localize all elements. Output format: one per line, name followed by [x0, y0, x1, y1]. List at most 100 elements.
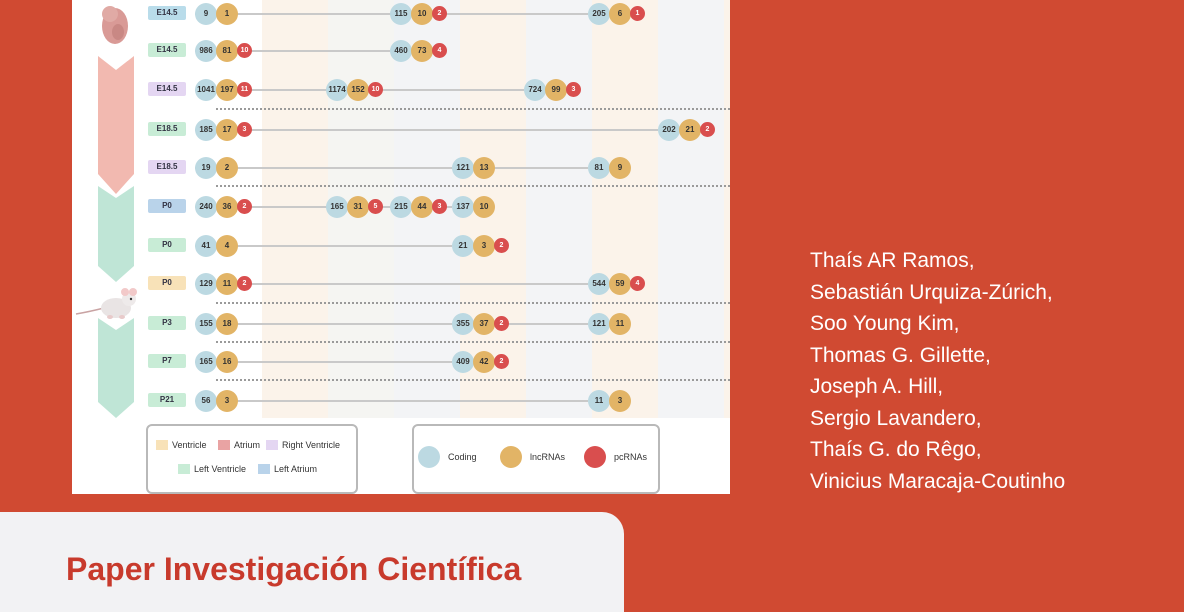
expression-row: P0 41 4 21 3 2	[144, 232, 730, 260]
coding-count: 986	[195, 40, 217, 62]
coding-dot-icon	[418, 446, 440, 468]
legend-atrium: Atrium	[218, 440, 260, 450]
coding-count: 460	[390, 40, 412, 62]
legend-right-ventricle: Right Ventricle	[266, 440, 340, 450]
coding-count: 41	[195, 235, 217, 257]
stage-divider	[216, 108, 730, 110]
pcrna-count: 2	[494, 354, 509, 369]
lncrna-count: 1	[216, 3, 238, 25]
coding-count: 240	[195, 196, 217, 218]
coding-count: 205	[588, 3, 610, 25]
author-name: Thaís G. do Rêgo,	[810, 438, 982, 461]
timeline-line	[195, 361, 452, 363]
legend-label: Atrium	[234, 440, 261, 450]
author-list: Thaís AR Ramos, Sebastián Urquiza-Zúrich…	[810, 245, 1065, 497]
coding-count: 137	[452, 196, 474, 218]
figure-panel: E14.5 9 1 115 10 2 205 6 1 E14.5 986 81 10 460 73 4 E14.…	[72, 0, 730, 494]
column-band	[262, 0, 328, 418]
timeline-line	[195, 167, 588, 169]
pcrna-dot-icon	[584, 446, 606, 468]
lncrna-count: 9	[609, 157, 631, 179]
coding-count: 165	[326, 196, 348, 218]
ventricle-swatch	[156, 440, 168, 450]
lncrna-count: 197	[216, 79, 238, 101]
legend-left-ventricle: Left Ventricle	[178, 464, 246, 474]
lncrna-count: 16	[216, 351, 238, 373]
stage-tag: E14.5	[148, 43, 186, 57]
expression-row: E18.5 19 2 121 13 81 9	[144, 154, 730, 182]
column-band	[724, 0, 730, 418]
lncrna-count: 2	[216, 157, 238, 179]
stage-tag: P0	[148, 238, 186, 252]
lncrna-count: 73	[411, 40, 433, 62]
lncrna-count: 99	[545, 79, 567, 101]
column-band	[526, 0, 592, 418]
expression-row: E18.5 185 17 3 202 21 2	[144, 116, 730, 144]
coding-count: 19	[195, 157, 217, 179]
timeline-line	[195, 283, 588, 285]
lncrna-count: 3	[473, 235, 495, 257]
pcrna-count: 2	[700, 122, 715, 137]
author-name: Sebastián Urquiza-Zúrich,	[810, 280, 1053, 304]
legend-lncrnas: lncRNAs	[500, 446, 565, 468]
coding-count: 355	[452, 313, 474, 335]
pcrna-count: 10	[237, 43, 252, 58]
coding-count: 11	[588, 390, 610, 412]
lncrna-count: 21	[679, 119, 701, 141]
pcrna-count: 2	[237, 199, 252, 214]
timeline-line	[195, 50, 390, 52]
expression-row: P3 155 18 355 37 2 121 11	[144, 310, 730, 338]
expression-row: P0 240 36 2 165 31 5 215 44 3 137 10	[144, 193, 730, 221]
stage-divider	[216, 302, 730, 304]
column-band	[592, 0, 658, 418]
coding-count: 21	[452, 235, 474, 257]
author-name: Vinicius Maracaja-Coutinho	[810, 469, 1066, 493]
lncrna-count: 3	[609, 390, 631, 412]
timeline-line	[195, 400, 588, 402]
column-band	[658, 0, 724, 418]
expression-row: P0 129 11 2 544 59 4	[144, 270, 730, 298]
lncrna-count: 17	[216, 119, 238, 141]
stage-tag: E14.5	[148, 6, 186, 20]
legend-left-atrium: Left Atrium	[258, 464, 317, 474]
tissue-legend: Ventricle Atrium Right Ventricle Left Ve…	[146, 424, 358, 494]
lncrna-count: 3	[216, 390, 238, 412]
late-stage-arrow	[98, 318, 134, 418]
pcrna-count: 2	[237, 276, 252, 291]
stage-tag: P7	[148, 354, 186, 368]
legend-coding: Coding	[418, 446, 477, 468]
author-name: Thomas G. Gillette,	[810, 343, 991, 367]
lncrna-count: 31	[347, 196, 369, 218]
author-name: Sergio Lavandero,	[810, 406, 982, 430]
coding-count: 155	[195, 313, 217, 335]
timeline-line	[195, 323, 588, 325]
legend-ventricle: Ventricle	[156, 440, 207, 450]
timeline-line	[195, 129, 658, 131]
coding-count: 121	[588, 313, 610, 335]
right-ventricle-swatch	[266, 440, 278, 450]
pcrna-count: 2	[432, 6, 447, 21]
expression-row: P7 165 16 409 42 2	[144, 348, 730, 376]
expression-row: E14.5 986 81 10 460 73 4	[144, 37, 730, 65]
coding-count: 56	[195, 390, 217, 412]
pcrna-count: 11	[237, 82, 252, 97]
embryo-icon	[102, 6, 128, 44]
left-atrium-swatch	[258, 464, 270, 474]
pcrna-count: 4	[630, 276, 645, 291]
pcrna-count: 4	[432, 43, 447, 58]
lncrna-count: 11	[609, 313, 631, 335]
lncrna-count: 37	[473, 313, 495, 335]
lncrna-count: 152	[347, 79, 369, 101]
coding-count: 409	[452, 351, 474, 373]
lncrna-count: 13	[473, 157, 495, 179]
lncrna-count: 59	[609, 273, 631, 295]
expression-row: E14.5 1041 197 11 1174 152 10 724 99 3	[144, 76, 730, 104]
stage-tag: P0	[148, 199, 186, 213]
pcrna-count: 3	[432, 199, 447, 214]
rna-legend: Coding lncRNAs pcRNAs	[412, 424, 660, 494]
stage-tag: E14.5	[148, 82, 186, 96]
postnatal-stage-arrow	[98, 186, 134, 282]
legend-label: Ventricle	[172, 440, 207, 450]
pcrna-count: 3	[237, 122, 252, 137]
coding-count: 724	[524, 79, 546, 101]
